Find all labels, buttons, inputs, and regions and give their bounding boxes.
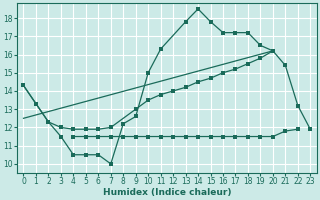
X-axis label: Humidex (Indice chaleur): Humidex (Indice chaleur): [103, 188, 231, 197]
